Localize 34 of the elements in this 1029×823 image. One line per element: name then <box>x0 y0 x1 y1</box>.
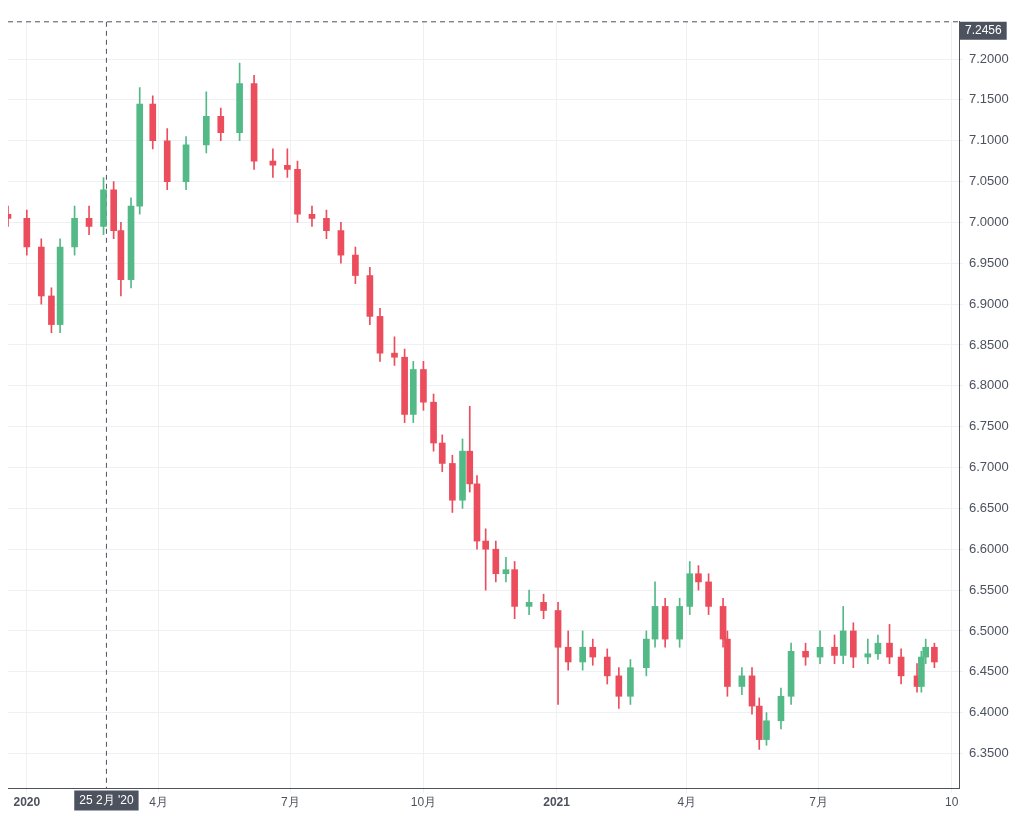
candlestick <box>482 528 489 591</box>
y-tick-label: 6.9000 <box>969 295 1009 311</box>
candlestick <box>502 557 510 583</box>
x-tick-label: 4月 <box>677 795 697 810</box>
x-tick-label: 7月 <box>809 795 828 810</box>
y-tick-label: 6.5000 <box>969 622 1009 638</box>
y-tick-label: 6.8500 <box>969 336 1009 352</box>
x-tick-label: 10月 <box>410 795 437 810</box>
x-tick-label: 10 <box>945 795 959 810</box>
y-tick-label: 7.1500 <box>969 91 1009 107</box>
y-tick-label: 6.9500 <box>969 254 1009 270</box>
x-tick-label: 2020 <box>13 795 41 810</box>
candlestick <box>269 148 277 178</box>
y-tick-label: 6.4000 <box>969 704 1009 720</box>
candlestick <box>525 589 533 615</box>
ref-line-label: 7.2456 <box>965 23 1003 38</box>
candlestick <box>864 638 872 664</box>
y-tick-label: 7.0500 <box>969 173 1009 189</box>
y-tick-label: 6.8000 <box>969 377 1009 393</box>
x-tick-label: 2021 <box>543 795 571 810</box>
x-tick-label: 4月 <box>149 795 168 810</box>
candlestick <box>308 205 316 227</box>
y-tick-label: 6.6000 <box>969 540 1009 556</box>
y-tick-label: 6.4500 <box>969 663 1009 679</box>
ref-line-label: 25 2月 '20 <box>79 792 134 807</box>
y-tick-label: 6.3500 <box>969 745 1009 761</box>
y-tick-label: 6.7500 <box>969 418 1009 434</box>
y-tick-label: 6.6500 <box>969 499 1009 515</box>
y-tick-label: 7.2000 <box>969 50 1009 66</box>
y-tick-label: 7.1000 <box>969 132 1009 148</box>
x-tick-label: 7月 <box>280 795 300 810</box>
y-tick-label: 6.5500 <box>969 581 1009 597</box>
y-tick-label: 7.0000 <box>969 214 1009 230</box>
y-tick-label: 6.7000 <box>969 459 1009 475</box>
